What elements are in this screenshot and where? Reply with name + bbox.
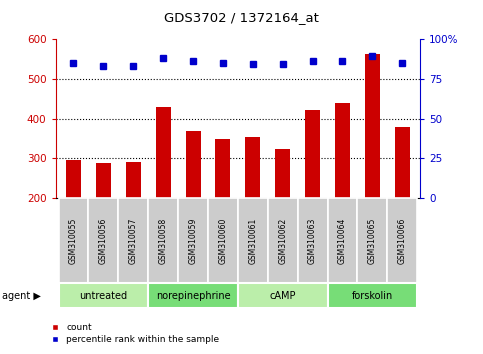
Bar (238, 283, 327, 308)
Bar (208, 198, 238, 283)
Text: GSM310056: GSM310056 (99, 217, 108, 264)
Text: agent ▶: agent ▶ (2, 291, 41, 301)
Text: norepinephrine: norepinephrine (156, 291, 230, 301)
Bar (268, 198, 298, 283)
Text: GSM310057: GSM310057 (129, 217, 138, 264)
Text: GSM310060: GSM310060 (218, 217, 227, 264)
Bar (215, 139, 230, 198)
Text: GDS3702 / 1372164_at: GDS3702 / 1372164_at (164, 11, 319, 24)
Text: GSM310059: GSM310059 (188, 217, 198, 264)
Bar (58, 198, 88, 283)
Bar (185, 131, 200, 198)
Bar (305, 110, 320, 198)
Bar (58, 283, 148, 308)
Bar (148, 198, 178, 283)
Bar (387, 198, 417, 283)
Bar (126, 162, 141, 198)
Bar (238, 198, 268, 283)
Bar (298, 198, 327, 283)
Bar (357, 198, 387, 283)
Text: forskolin: forskolin (352, 291, 393, 301)
Text: GSM310064: GSM310064 (338, 217, 347, 264)
Bar (118, 198, 148, 283)
Legend: count, percentile rank within the sample: count, percentile rank within the sample (48, 320, 223, 348)
Text: cAMP: cAMP (270, 291, 296, 301)
Bar (88, 198, 118, 283)
Text: GSM310063: GSM310063 (308, 217, 317, 264)
Text: GSM310065: GSM310065 (368, 217, 377, 264)
Bar (365, 54, 380, 198)
Bar (96, 163, 111, 198)
Bar (395, 127, 410, 198)
Bar (66, 160, 81, 198)
Text: GSM310062: GSM310062 (278, 218, 287, 264)
Bar (335, 103, 350, 198)
Bar (178, 198, 208, 283)
Bar (156, 108, 170, 198)
Text: GSM310055: GSM310055 (69, 217, 78, 264)
Bar (148, 283, 238, 308)
Bar (327, 283, 417, 308)
Bar (327, 198, 357, 283)
Text: GSM310066: GSM310066 (398, 217, 407, 264)
Text: GSM310058: GSM310058 (158, 218, 168, 264)
Bar (275, 149, 290, 198)
Text: untreated: untreated (79, 291, 128, 301)
Bar (245, 137, 260, 198)
Text: GSM310061: GSM310061 (248, 218, 257, 264)
